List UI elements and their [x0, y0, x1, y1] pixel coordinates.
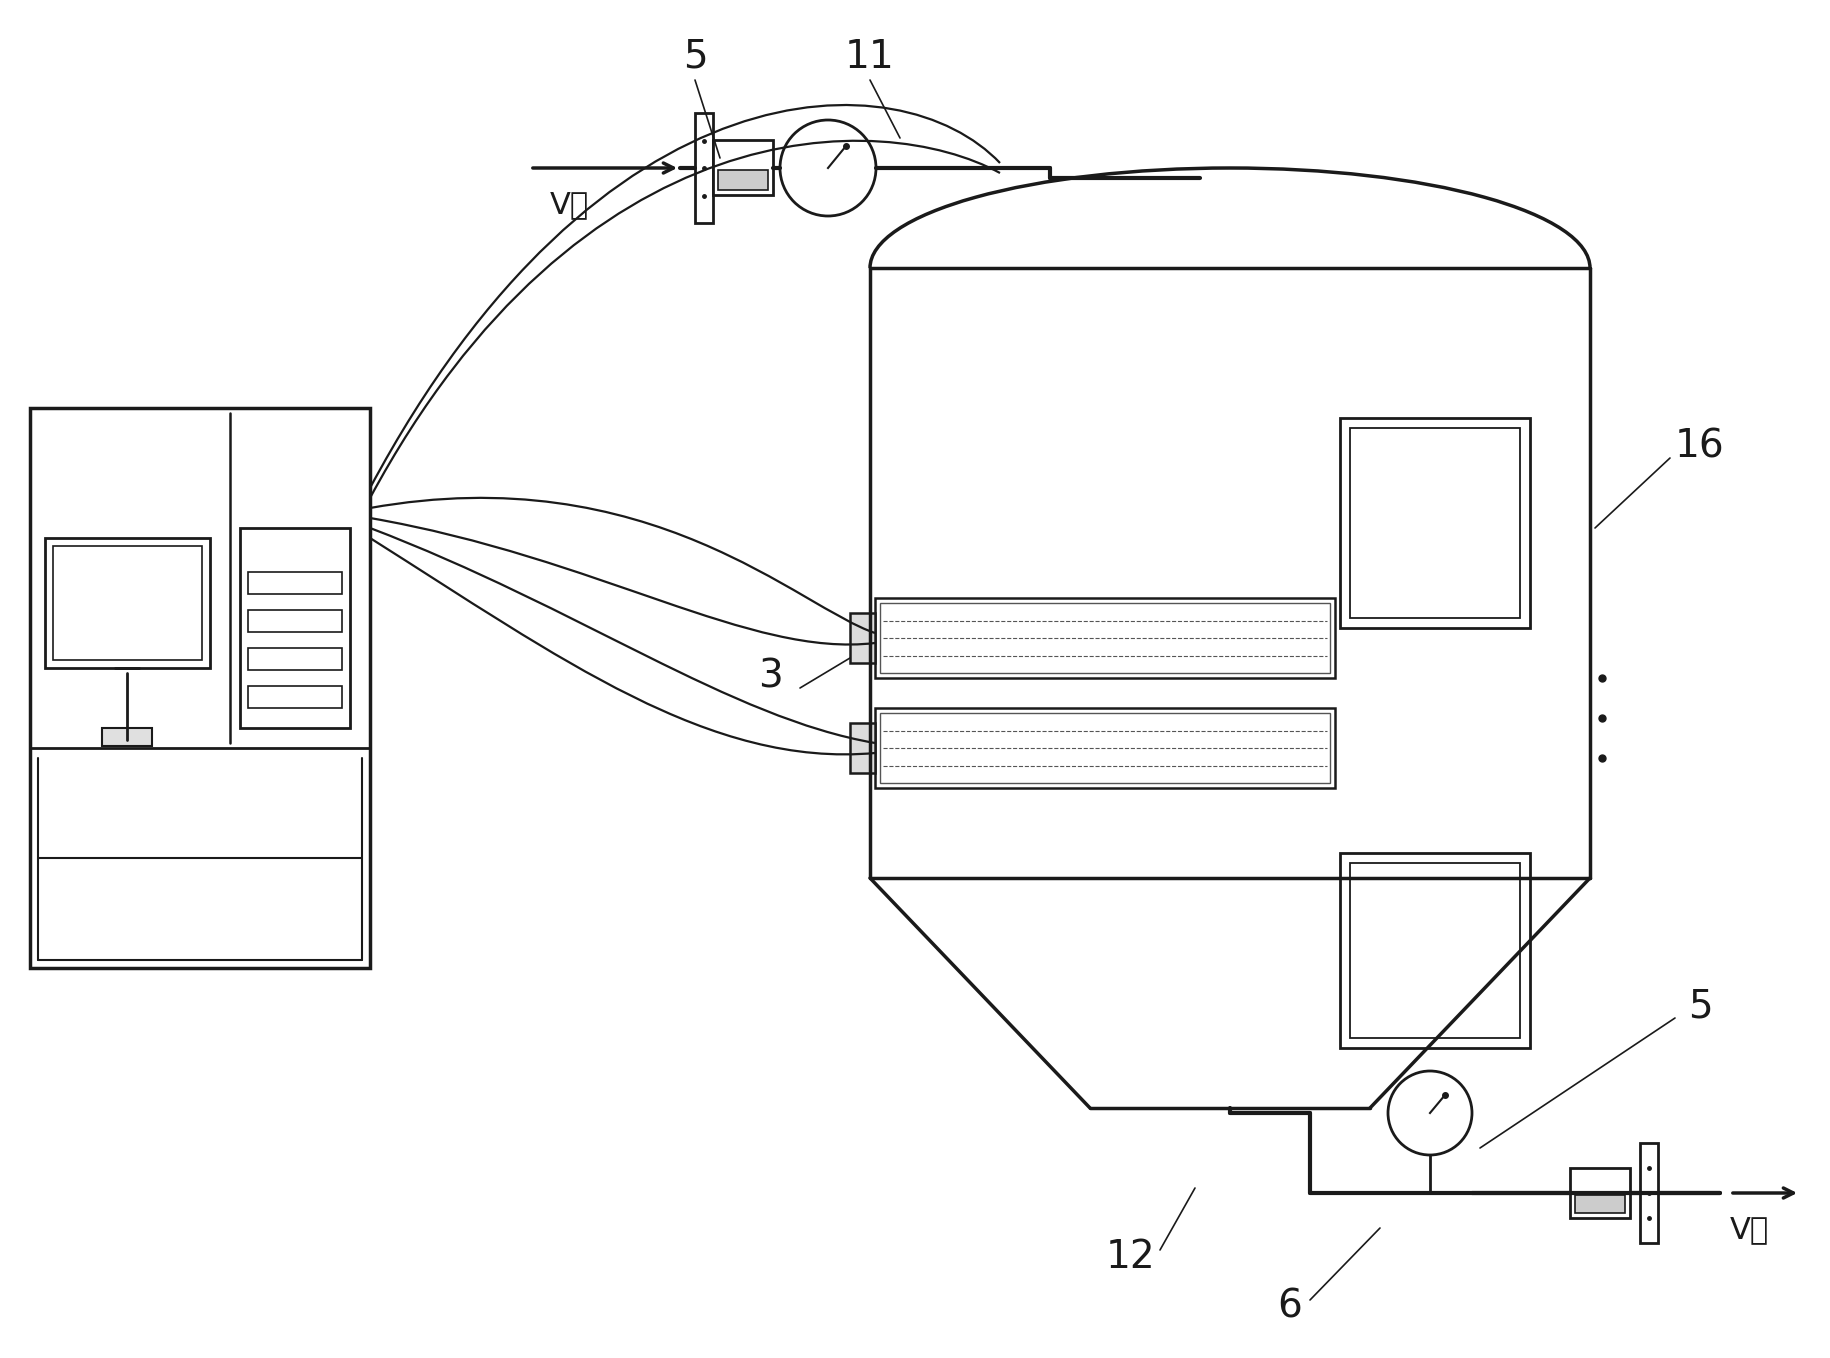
- Bar: [875, 598, 1336, 678]
- Bar: [1340, 418, 1530, 627]
- Bar: [102, 728, 152, 746]
- Bar: [880, 603, 1330, 674]
- Bar: [46, 538, 210, 668]
- Bar: [849, 612, 875, 663]
- Bar: [1351, 862, 1521, 1038]
- Text: 5: 5: [683, 38, 708, 76]
- Text: 12: 12: [1105, 1238, 1155, 1277]
- Bar: [240, 528, 350, 728]
- Bar: [875, 708, 1336, 788]
- Bar: [249, 572, 342, 593]
- Text: V水: V水: [551, 190, 589, 219]
- Bar: [1340, 853, 1530, 1048]
- Bar: [849, 722, 875, 773]
- Bar: [717, 170, 769, 190]
- Bar: [1351, 428, 1521, 618]
- Bar: [1570, 1168, 1631, 1218]
- Text: 16: 16: [1674, 428, 1726, 466]
- Bar: [249, 686, 342, 708]
- Text: 11: 11: [845, 38, 895, 76]
- Text: 6: 6: [1277, 1287, 1303, 1325]
- Bar: [249, 648, 342, 669]
- Text: V水: V水: [1729, 1215, 1770, 1244]
- Bar: [695, 113, 714, 223]
- Bar: [249, 610, 342, 631]
- Bar: [1576, 1195, 1625, 1213]
- Bar: [714, 140, 772, 196]
- Bar: [29, 407, 370, 968]
- Bar: [1640, 1143, 1658, 1243]
- Bar: [880, 713, 1330, 784]
- Bar: [53, 546, 201, 660]
- Text: 3: 3: [758, 659, 783, 697]
- Text: 5: 5: [1687, 989, 1713, 1027]
